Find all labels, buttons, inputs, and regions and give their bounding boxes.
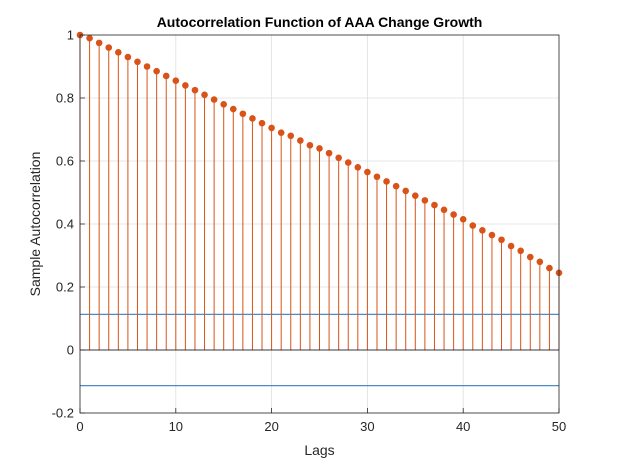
stem-marker (450, 211, 457, 218)
stem-marker (526, 253, 534, 261)
stem-marker (105, 44, 113, 51)
stem-marker (86, 34, 93, 42)
stem-marker (297, 137, 304, 144)
stem-marker (201, 91, 208, 99)
y-tick-label: 0 (67, 343, 74, 358)
stem-marker (354, 164, 362, 171)
y-axis-label: Sample Autocorrelation (27, 152, 43, 297)
stem-marker (258, 119, 266, 127)
stem-marker (95, 39, 103, 47)
stem-marker (191, 86, 199, 94)
stem-marker (488, 231, 496, 239)
stem-marker (143, 63, 151, 70)
stem-marker (325, 149, 333, 157)
x-axis-label: Lags (304, 442, 334, 458)
stem-series (76, 31, 563, 350)
stem-marker (412, 192, 419, 199)
x-tick-label: 30 (360, 419, 374, 434)
x-tick-label: 40 (456, 419, 470, 434)
stem-marker (268, 124, 275, 132)
stem-marker (421, 197, 429, 204)
y-tick-label: 0.6 (56, 154, 74, 169)
y-tick-label: 1 (67, 28, 74, 43)
stem-marker (277, 129, 285, 136)
stem-marker (316, 145, 323, 152)
stem-marker (172, 77, 180, 84)
stem-marker (229, 105, 237, 113)
stem-marker (469, 222, 477, 229)
y-tick-label: 0.8 (56, 91, 74, 106)
stem-marker (287, 132, 295, 140)
stem-marker (182, 82, 189, 89)
stem-marker (239, 110, 247, 118)
stem-marker (373, 173, 381, 181)
stem-marker (517, 247, 524, 255)
stem-marker (402, 187, 410, 195)
stem-marker (431, 201, 438, 209)
stem-marker (335, 154, 342, 162)
stem-marker (479, 227, 486, 234)
stem-marker (364, 168, 371, 176)
y-tick-label: -0.2 (52, 406, 74, 421)
stem-marker (162, 72, 170, 80)
stem-marker (383, 178, 390, 185)
stem-marker (249, 115, 256, 122)
x-tick-label: 0 (76, 419, 83, 434)
x-tick-label: 20 (264, 419, 278, 434)
stem-marker (153, 67, 160, 75)
x-tick-label: 50 (552, 419, 566, 434)
stem-marker (498, 236, 505, 244)
stem-marker (392, 182, 400, 190)
stem-marker (344, 159, 352, 166)
x-axis-ticks: 0 10 20 30 40 50 (76, 408, 566, 434)
stem-marker (124, 53, 132, 61)
y-axis-ticks: -0.2 0 0.2 0.4 0.6 0.8 1 (52, 28, 85, 421)
stem-marker (507, 242, 515, 250)
stem-marker (220, 101, 227, 108)
stem-marker (536, 258, 544, 266)
x-tick-label: 10 (169, 419, 183, 434)
y-tick-label: 0.2 (56, 280, 74, 295)
stem-marker (115, 49, 122, 56)
chart-title: Autocorrelation Function of AAA Change G… (157, 14, 483, 30)
stem-marker (134, 58, 141, 66)
stem-marker (546, 264, 553, 272)
stem-marker (440, 206, 448, 214)
stem-marker (306, 141, 314, 149)
y-tick-label: 0.4 (56, 217, 74, 232)
stem-marker (459, 215, 467, 223)
stem-marker (210, 96, 218, 103)
